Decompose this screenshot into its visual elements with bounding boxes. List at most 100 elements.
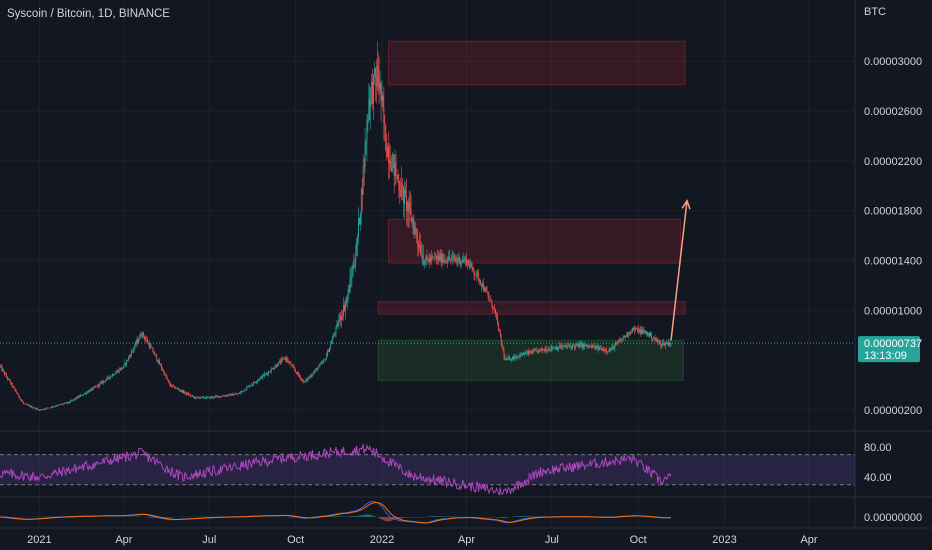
candle [98,384,99,389]
candle [82,394,84,397]
candle [51,405,53,409]
candle [642,327,644,335]
candle [226,394,228,397]
candle [507,357,509,361]
candle [247,386,249,388]
rsi-tick-label: 80.00 [864,442,892,454]
candle [79,394,81,398]
time-axis[interactable]: 2021 Apr Jul Oct 2022 Apr Jul Oct 2023 Apr [27,534,818,546]
candle [558,341,560,349]
candle [554,346,556,350]
price-zone-4 [377,339,684,381]
candle [546,349,548,352]
candle [84,391,85,395]
candle [524,351,526,358]
candle [588,344,589,348]
candle [469,258,471,270]
candle [538,349,540,354]
last-price-value: 0.00000737 [864,338,922,350]
candle [191,395,192,397]
candle [208,396,210,399]
candle [206,395,207,400]
candle [359,212,361,232]
candle [220,396,222,398]
candle [410,194,412,223]
candle [203,396,205,399]
candle [511,356,513,362]
candle [600,345,602,350]
candle [493,306,495,310]
last-price-tag: 0.00000737 13:13:09 [858,336,922,363]
candle [119,367,121,371]
candle [47,407,49,409]
candle [417,228,419,257]
candle [63,403,65,406]
candle [328,347,330,353]
candle [123,364,125,369]
candle [90,387,92,392]
candle [373,73,374,120]
candle [398,173,400,199]
candle [563,345,565,347]
candle [195,396,197,400]
candle [571,345,573,351]
candle [332,332,334,340]
candle [157,359,159,363]
candle [112,373,114,378]
candle [5,372,7,376]
candle [351,265,353,287]
candle [518,352,520,358]
candle [367,114,369,133]
time-tick-label: Jul [202,534,216,546]
candle [18,393,20,398]
candle [76,397,78,399]
candle [361,177,363,212]
candle [26,403,28,406]
candle [168,380,170,384]
candle [467,258,469,266]
candle [53,406,54,409]
candle [474,271,476,281]
candle [372,68,374,111]
candle [172,385,174,388]
candle [596,345,598,349]
candle [97,383,99,388]
candle [45,407,47,410]
candle [59,404,61,405]
candle [359,217,360,226]
candle [599,345,601,351]
candle [50,407,52,409]
candle [636,326,638,333]
candle [27,404,29,406]
candle [605,346,607,355]
candle [649,331,651,337]
candle [266,371,267,376]
price-axis[interactable]: 0.00003000 0.00002600 0.00002200 0.00001800… [864,56,922,417]
candle [175,387,177,389]
candle [130,354,131,359]
price-tick-label: 0.00003000 [864,56,922,68]
candle [321,360,323,365]
candle [4,371,6,377]
candle [339,312,341,323]
candle [299,374,301,381]
candle [78,395,80,399]
candle [309,374,311,379]
candle [274,364,276,370]
candle [185,392,187,395]
candle [292,363,294,367]
candle [517,356,519,359]
candle [480,279,481,286]
candle [254,381,256,384]
candle [337,320,339,328]
candle [453,253,455,264]
candle [566,342,568,350]
candle [93,385,95,389]
candle [520,351,522,357]
candle [362,154,364,195]
candle [343,300,345,313]
candle [509,355,511,361]
candle [565,344,567,348]
candle [246,385,248,391]
